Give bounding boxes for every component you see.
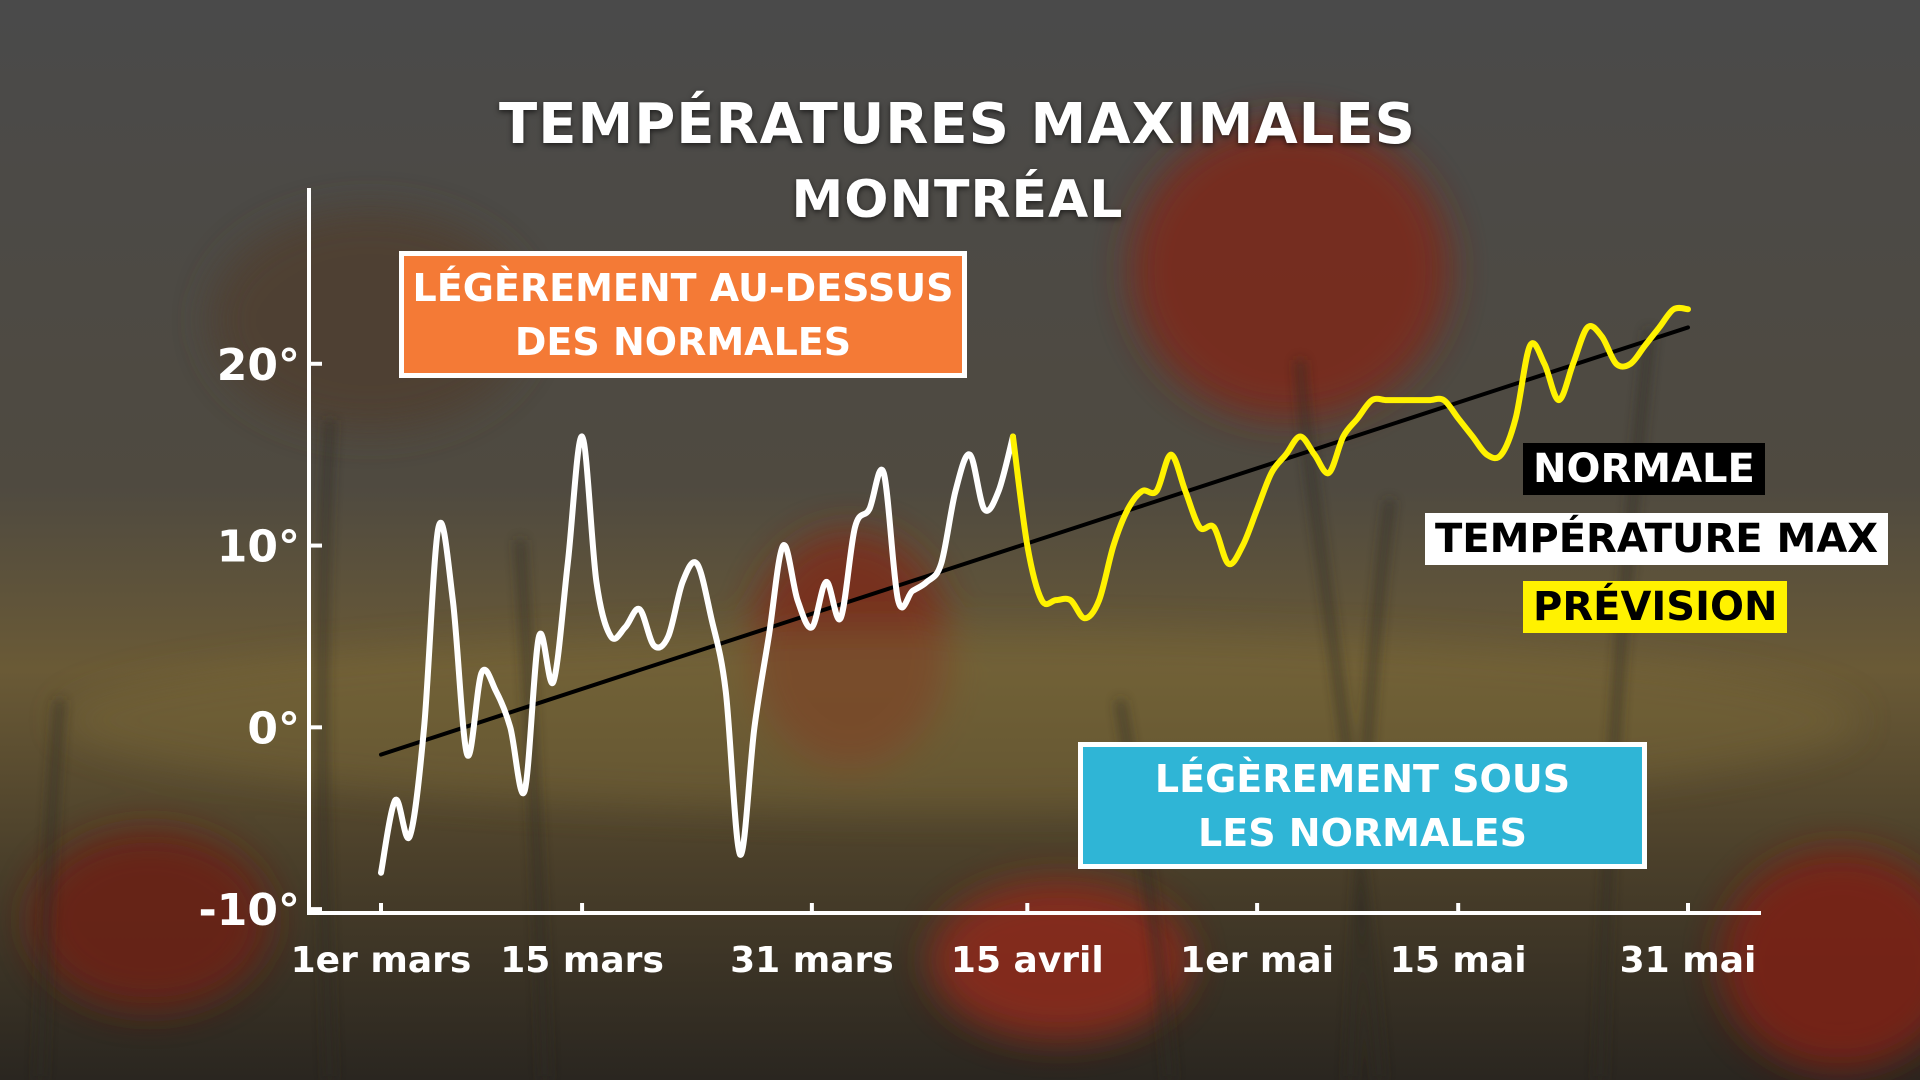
series-prevision-line [1009, 304, 1691, 622]
above-normal-callout: LÉGÈREMENT AU-DESSUS DES NORMALES [399, 251, 967, 378]
x-tick-label: 1er mars [291, 940, 472, 981]
series-normale-line [379, 325, 1690, 757]
legend-prevision: PRÉVISION [1523, 581, 1788, 633]
below-callout-line1: LÉGÈREMENT SOUS [1154, 756, 1571, 801]
x-tick-label: 15 avril [951, 940, 1104, 981]
legend-normale: NORMALE [1523, 443, 1765, 495]
y-tick-label: 20° [217, 340, 300, 391]
y-tick-label: -10° [199, 885, 301, 936]
x-tick-label: 31 mars [730, 940, 894, 981]
below-callout-line2: LES NORMALES [1198, 810, 1527, 855]
x-tick-label: 15 mai [1390, 940, 1527, 981]
x-tick-label: 1er mai [1180, 940, 1334, 981]
above-callout-line1: LÉGÈREMENT AU-DESSUS [412, 265, 954, 310]
x-tick-label: 31 mai [1620, 940, 1757, 981]
x-tick-label: 15 mars [500, 940, 664, 981]
below-normal-callout: LÉGÈREMENT SOUS LES NORMALES [1078, 742, 1647, 869]
y-tick-label: 10° [217, 522, 300, 573]
y-tick-label: 0° [247, 703, 300, 754]
legend-temperature-max: TEMPÉRATURE MAX [1425, 513, 1889, 565]
above-callout-line2: DES NORMALES [514, 319, 852, 364]
series-temperature-max-line [378, 433, 1016, 876]
chart-subtitle: MONTRÉAL [791, 170, 1124, 230]
chart-title: TEMPÉRATURES MAXIMALES [499, 92, 1416, 157]
